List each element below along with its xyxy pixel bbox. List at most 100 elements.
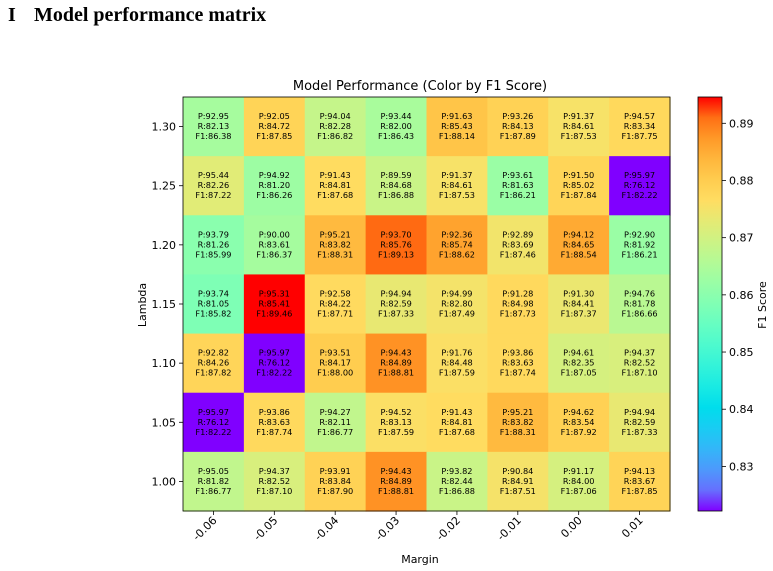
cell-label: F1:87.22 <box>195 190 231 200</box>
cell-label: F1:86.66 <box>622 309 658 319</box>
cell-label: F1:87.33 <box>622 427 658 437</box>
x-axis-label: Margin <box>401 553 439 566</box>
cell-label: F1:87.53 <box>439 190 475 200</box>
heatmap-cell <box>243 97 306 157</box>
heatmap-cell <box>365 97 428 157</box>
heatmap-cell <box>487 274 549 335</box>
cell-label: R:82.26 <box>198 180 230 190</box>
heatmap-cell <box>183 392 245 453</box>
cell-label: P:93.51 <box>320 348 351 358</box>
cell-label: F1:87.85 <box>622 486 658 496</box>
heatmap-cell <box>183 333 245 394</box>
heatmap-cell <box>243 215 306 276</box>
y-tick-label: 1.30 <box>152 121 177 134</box>
cell-label: P:92.90 <box>624 229 655 239</box>
cell-label: R:82.59 <box>380 299 412 309</box>
cell-label: R:82.00 <box>380 121 412 131</box>
cell-label: R:84.65 <box>563 239 595 249</box>
heatmap-cell <box>487 392 549 453</box>
colorbar: 0.83 0.84 0.85 0.86 0.87 0.88 0.89 <box>697 96 754 512</box>
heatmap-cell <box>426 333 488 394</box>
cell-label: P:90.84 <box>502 466 533 476</box>
cell-label: R:83.13 <box>380 417 412 427</box>
cell-label: R:82.44 <box>441 476 473 486</box>
cell-label: F1:87.37 <box>561 309 597 319</box>
x-tick-label: -0.02 <box>434 514 463 543</box>
cell-label: P:93.82 <box>441 466 472 476</box>
cell-label: F1:86.88 <box>378 190 414 200</box>
cell-label: F1:87.89 <box>500 131 536 141</box>
cell-label: P:94.99 <box>441 289 472 299</box>
heatmap-cell <box>304 156 367 216</box>
cell-label: F1:87.68 <box>439 427 475 437</box>
cell-label: R:82.28 <box>319 121 351 131</box>
heatmap-cell <box>183 451 245 512</box>
cell-label: F1:86.77 <box>195 486 231 496</box>
heatmap-cell <box>609 333 671 394</box>
heatmap-cell <box>548 215 610 276</box>
colorbar-tick-label: 0.84 <box>729 403 754 416</box>
cell-label: F1:86.21 <box>622 249 658 259</box>
cell-label: P:92.89 <box>502 229 533 239</box>
cell-label: R:83.54 <box>563 417 595 427</box>
cell-label: P:94.43 <box>380 466 411 476</box>
cell-label: F1:85.99 <box>195 249 231 259</box>
cell-label: F1:88.31 <box>317 249 353 259</box>
cell-label: R:84.89 <box>380 476 412 486</box>
heatmap-cell <box>183 156 245 216</box>
cell-label: F1:89.46 <box>256 309 292 319</box>
cell-label: R:82.52 <box>624 358 656 368</box>
cell-label: F1:86.26 <box>256 190 292 200</box>
cell-label: F1:87.82 <box>195 368 231 378</box>
cell-label: F1:87.46 <box>500 249 536 259</box>
cell-label: R:83.82 <box>502 417 534 427</box>
cell-label: F1:82.22 <box>622 190 658 200</box>
y-tick-label: 1.10 <box>152 357 177 370</box>
cell-label: F1:87.59 <box>378 427 414 437</box>
heatmap-cell <box>243 156 306 216</box>
cell-label: R:83.82 <box>319 239 351 249</box>
x-tick-label: 0.01 <box>619 514 646 541</box>
heatmap-cell <box>426 451 488 512</box>
x-tick-label: -0.01 <box>495 514 524 543</box>
cell-label: R:83.63 <box>502 358 534 368</box>
heatmap-cell <box>304 97 367 157</box>
cell-label: P:94.76 <box>624 289 655 299</box>
cell-label: F1:87.49 <box>439 309 475 319</box>
cell-label: P:95.31 <box>259 289 290 299</box>
cell-label: P:94.37 <box>624 348 655 358</box>
section-title: Model performance matrix <box>34 4 267 26</box>
heatmap-cell <box>365 156 428 216</box>
heatmap-cell <box>487 97 549 157</box>
cell-label: F1:88.81 <box>378 486 414 496</box>
cell-label: F1:88.62 <box>439 249 475 259</box>
y-tick-label: 1.20 <box>152 239 177 252</box>
cell-label: P:93.86 <box>502 348 533 358</box>
cell-label: R:81.26 <box>198 239 230 249</box>
heatmap-cells: P:92.95R:82.13F1:86.38P:92.05R:84.72F1:8… <box>183 97 671 512</box>
colorbar-tick-label: 0.87 <box>729 232 754 245</box>
colorbar-gradient <box>697 96 723 512</box>
cell-label: R:81.63 <box>502 180 534 190</box>
heatmap-cell <box>243 333 306 394</box>
cell-label: P:94.94 <box>380 289 411 299</box>
heatmap-cell <box>183 274 245 335</box>
cell-label: R:85.76 <box>380 239 412 249</box>
cell-label: R:82.13 <box>198 121 230 131</box>
cell-label: F1:87.06 <box>561 486 597 496</box>
cell-label: R:82.59 <box>624 417 656 427</box>
heatmap-cell <box>487 451 549 512</box>
cell-label: R:84.22 <box>319 299 351 309</box>
x-tick-label: -0.05 <box>251 514 280 543</box>
cell-label: R:85.74 <box>441 239 473 249</box>
cell-label: P:92.05 <box>259 111 290 121</box>
cell-label: P:95.05 <box>198 466 229 476</box>
cell-label: P:94.43 <box>380 348 411 358</box>
cell-label: P:95.21 <box>502 407 533 417</box>
cell-label: F1:87.71 <box>317 309 353 319</box>
cell-label: R:84.72 <box>258 121 290 131</box>
cell-label: P:95.97 <box>198 407 229 417</box>
colorbar-tick-label: 0.88 <box>729 174 754 187</box>
colorbar-tick-label: 0.86 <box>729 289 754 302</box>
